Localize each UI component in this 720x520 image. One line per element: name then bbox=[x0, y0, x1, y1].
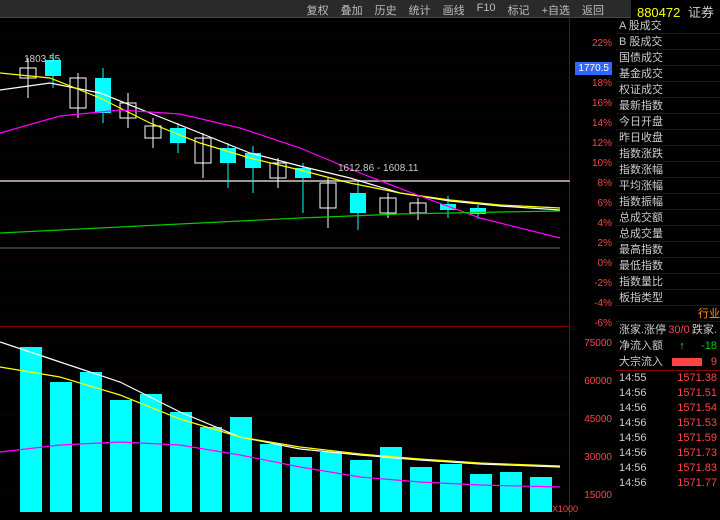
side-row[interactable]: 平均涨幅 bbox=[616, 178, 720, 194]
vol-tick: 75000 bbox=[584, 338, 612, 349]
pct-tick: 10% bbox=[592, 158, 612, 169]
info-row: 大宗流入9 bbox=[616, 354, 720, 370]
side-tail[interactable]: 行业 bbox=[616, 306, 720, 322]
toolbar-item[interactable]: 返回 bbox=[576, 0, 610, 17]
toolbar-item[interactable]: 历史 bbox=[369, 0, 403, 17]
toolbar: 复权叠加历史统计画线F10标记+自选返回 bbox=[0, 0, 720, 18]
side-row[interactable]: 昨日收盘 bbox=[616, 130, 720, 146]
tick-row: 14:561571.59 bbox=[616, 431, 720, 446]
pct-tick: 4% bbox=[598, 218, 612, 229]
pct-tick: -4% bbox=[594, 298, 612, 309]
volume-chart[interactable]: X1000 bbox=[0, 326, 570, 516]
tick-row: 14:561571.77 bbox=[616, 476, 720, 491]
vol-tick: 15000 bbox=[584, 490, 612, 501]
pct-tick: 2% bbox=[598, 238, 612, 249]
pct-tick: 18% bbox=[592, 78, 612, 89]
toolbar-item[interactable]: F10 bbox=[471, 0, 502, 17]
price-badge: 1770.5 bbox=[575, 62, 612, 75]
side-row[interactable]: 总成交额 bbox=[616, 210, 720, 226]
tick-row: 14:551571.38 bbox=[616, 371, 720, 386]
mid-label: 1612.86 - 1608.11 bbox=[338, 163, 418, 174]
pct-tick: 22% bbox=[592, 38, 612, 49]
pct-tick: -2% bbox=[594, 278, 612, 289]
toolbar-item[interactable]: 叠加 bbox=[335, 0, 369, 17]
pct-tick: 12% bbox=[592, 138, 612, 149]
toolbar-item[interactable]: +自选 bbox=[536, 0, 576, 17]
info-row: 涨家.涨停30/0跌家. bbox=[616, 322, 720, 338]
pct-axis: 1770.5 22% 18% 16% 14% 12% 10% 8% 6% 4% 2% 0% -2% -4… bbox=[570, 18, 616, 326]
high-label: 1803.55 bbox=[24, 54, 60, 65]
side-row[interactable]: 指数涨幅 bbox=[616, 162, 720, 178]
pct-tick: 6% bbox=[598, 198, 612, 209]
pct-tick: 0% bbox=[598, 258, 612, 269]
toolbar-item[interactable]: 统计 bbox=[403, 0, 437, 17]
side-row[interactable]: 板指类型 bbox=[616, 290, 720, 306]
pct-tick: 14% bbox=[592, 118, 612, 129]
toolbar-item[interactable]: 标记 bbox=[502, 0, 536, 17]
side-row[interactable]: 国债成交 bbox=[616, 50, 720, 66]
tick-row: 14:561571.83 bbox=[616, 461, 720, 476]
tick-row: 14:561571.73 bbox=[616, 446, 720, 461]
candlestick-chart[interactable]: 1803.55 1612.86 - 1608.11 bbox=[0, 18, 570, 326]
tick-list: 14:551571.3814:561571.5114:561571.5414:5… bbox=[616, 370, 720, 491]
side-row[interactable]: B 股成交 bbox=[616, 34, 720, 50]
toolbar-item[interactable]: 画线 bbox=[437, 0, 471, 17]
vol-tick: 60000 bbox=[584, 376, 612, 387]
side-row[interactable]: 权证成交 bbox=[616, 82, 720, 98]
side-row[interactable]: 总成交量 bbox=[616, 226, 720, 242]
header: 880472 证券 bbox=[631, 0, 720, 18]
side-row[interactable]: 最新指数 bbox=[616, 98, 720, 114]
side-row[interactable]: 指数振幅 bbox=[616, 194, 720, 210]
side-panel: A 股成交B 股成交国债成交基金成交权证成交最新指数今日开盘昨日收盘指数涨跌指数… bbox=[616, 18, 720, 491]
side-row[interactable]: 基金成交 bbox=[616, 66, 720, 82]
pct-tick: 16% bbox=[592, 98, 612, 109]
vol-tick: 30000 bbox=[584, 452, 612, 463]
side-row[interactable]: 最低指数 bbox=[616, 258, 720, 274]
side-row[interactable]: 最高指数 bbox=[616, 242, 720, 258]
toolbar-item[interactable]: 复权 bbox=[301, 0, 335, 17]
info-row: 净流入额↑-18 bbox=[616, 338, 720, 354]
tick-row: 14:561571.51 bbox=[616, 386, 720, 401]
tick-row: 14:561571.53 bbox=[616, 416, 720, 431]
pct-tick: 8% bbox=[598, 178, 612, 189]
side-row[interactable]: 指数量比 bbox=[616, 274, 720, 290]
vol-axis: 75000 60000 45000 30000 15000 bbox=[570, 326, 616, 516]
side-row[interactable]: 今日开盘 bbox=[616, 114, 720, 130]
tick-row: 14:561571.54 bbox=[616, 401, 720, 416]
side-row[interactable]: A 股成交 bbox=[616, 18, 720, 34]
vol-tick: 45000 bbox=[584, 414, 612, 425]
side-row[interactable]: 指数涨跌 bbox=[616, 146, 720, 162]
